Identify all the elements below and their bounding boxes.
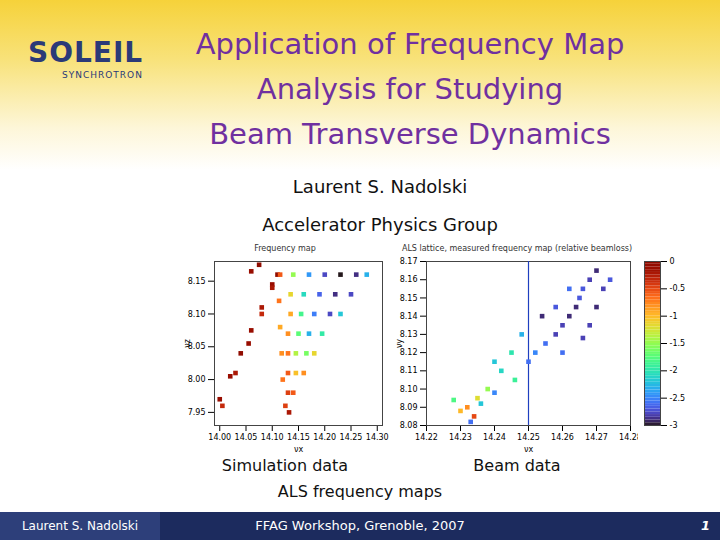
html-text:Application of Frequency Map: Application of Frequency Map [195,27,625,61]
svg-text:14.10: 14.10 [261,433,284,442]
svg-text:14.22: 14.22 [415,433,438,442]
svg-text:νx: νx [524,445,533,454]
svg-text:14.25: 14.25 [517,433,540,442]
svg-text:8.00: 8.00 [188,375,206,384]
svg-text:8.15: 8.15 [188,277,206,286]
svg-text:8.11: 8.11 [400,366,418,375]
svg-text:νz: νz [183,339,192,348]
svg-text:14.25: 14.25 [340,433,363,442]
svg-text:14.20: 14.20 [313,433,336,442]
svg-text:8.09: 8.09 [400,403,418,412]
svg-text:14.27: 14.27 [585,433,608,442]
svg-text:8.17: 8.17 [400,257,418,266]
html-text:Beam data: Beam data [473,456,561,475]
html-text:FFAG Workshop, Grenoble, 2007: FFAG Workshop, Grenoble, 2007 [255,518,465,533]
svg-text:8.15: 8.15 [400,294,418,303]
html-text:Frequency map: Frequency map [254,244,316,253]
svg-text:8.05: 8.05 [187,342,206,352]
svg-text:14.26: 14.26 [551,433,574,442]
html-text:SYNCHROTRON: SYNCHROTRON [62,70,143,80]
svg-text:νx: νx [294,445,303,454]
svg-text:8.10: 8.10 [188,310,206,319]
svg-text:8.12: 8.12 [400,348,418,357]
svg-text:-1: -1 [670,312,678,321]
svg-text:14.23: 14.23 [449,433,472,442]
svg-text:-1.5: -1.5 [670,339,686,348]
svg-text:14.15: 14.15 [287,433,310,442]
svg-text:14.05: 14.05 [235,433,258,442]
html-text:ALS lattice, measured frequenc: ALS lattice, measured frequency map (rel… [401,244,633,253]
svg-text:7.95: 7.95 [188,408,206,417]
svg-text:0: 0 [670,257,675,266]
html-text:Simulation data: Simulation data [221,456,349,475]
html-text:SOLEIL: SOLEIL [28,36,144,69]
html-text:Accelerator Physics Group: Accelerator Physics Group [262,214,498,235]
svg-text:-2: -2 [670,366,678,375]
svg-text:8.16: 8.16 [400,275,418,284]
svg-text:14.24: 14.24 [483,433,506,442]
svg-text:8.08: 8.08 [400,421,418,430]
svg-text:14.00: 14.00 [208,433,231,442]
svg-text:νy: νy [395,339,404,348]
svg-text:8.13: 8.13 [400,330,418,339]
html-text:Laurent S. Nadolski: Laurent S. Nadolski [292,176,468,197]
svg-text:14.28: 14.28 [619,433,638,442]
html-text:Beam Transverse Dynamics: Beam Transverse Dynamics [209,117,611,151]
html-text:1: 1 [701,518,710,533]
html-text:ALS frequency maps: ALS frequency maps [277,482,443,501]
html-text:Analysis for Studying: Analysis for Studying [256,72,564,106]
svg-text:-3: -3 [670,421,678,430]
svg-text:-2.5: -2.5 [670,394,686,403]
svg-text:8.14: 8.14 [400,312,418,321]
svg-text:-0.5: -0.5 [670,284,686,293]
svg-text:8.10: 8.10 [400,385,418,394]
html-text:Laurent S. Nadolski: Laurent S. Nadolski [21,519,139,533]
svg-text:14.30: 14.30 [366,433,389,442]
